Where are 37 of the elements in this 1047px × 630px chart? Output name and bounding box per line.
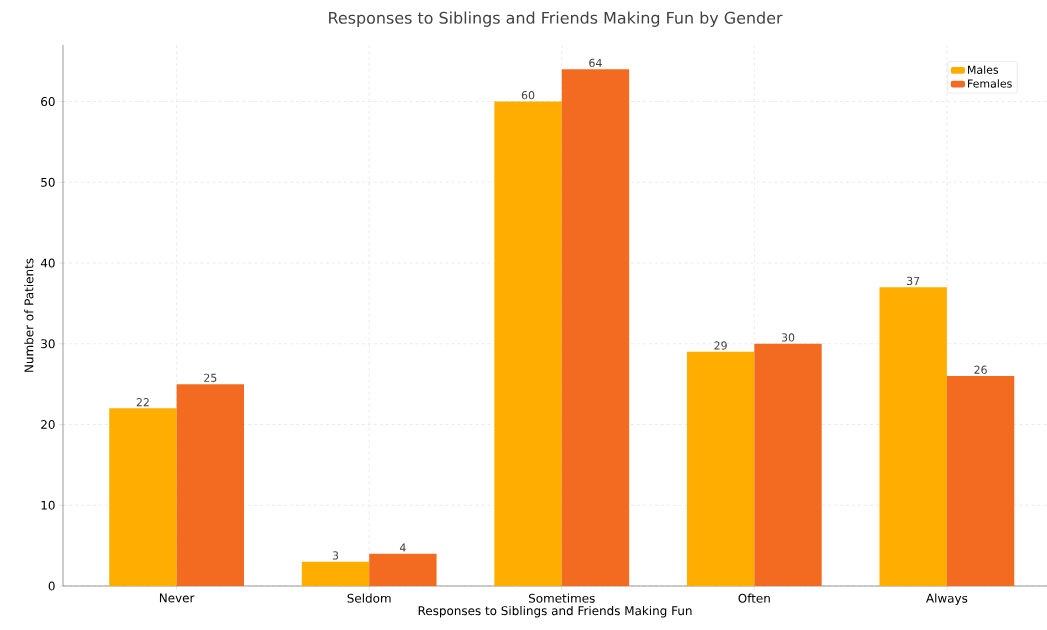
data-label: 4 <box>399 543 406 552</box>
y-tick-label: 40 <box>40 258 55 268</box>
bar <box>561 69 630 586</box>
y-axis-title: Number of Patients <box>24 258 34 372</box>
y-tick-label: 10 <box>41 500 55 510</box>
bar <box>109 408 177 586</box>
bar <box>686 351 755 586</box>
data-label: 26 <box>974 365 987 374</box>
x-tick-label: Often <box>738 593 770 603</box>
bar <box>946 376 1015 586</box>
x-axis-title: Responses to Siblings and Friends Making Fun <box>418 605 692 618</box>
data-label: 30 <box>781 333 795 342</box>
data-label: 29 <box>714 341 727 350</box>
y-tick-label: 30 <box>41 339 55 349</box>
bar <box>301 561 370 586</box>
x-tick-label: Always <box>926 593 968 606</box>
y-tick-label: 20 <box>41 419 55 430</box>
data-label: 37 <box>907 276 920 286</box>
x-tick-label: Sometimes <box>528 593 595 603</box>
bar <box>879 287 947 586</box>
y-tick-label: 0 <box>48 581 55 591</box>
data-label: 22 <box>136 398 149 407</box>
bar <box>494 101 562 586</box>
data-label: 64 <box>589 58 602 68</box>
legend-label: Females <box>968 79 1012 88</box>
x-tick-label: Never <box>159 593 195 603</box>
chart-title: Responses to Siblings and Friends Making Fun by Gender <box>329 11 783 27</box>
data-label: 3 <box>332 551 339 560</box>
bar <box>754 343 822 586</box>
x-tick-label: Seldom <box>347 593 391 603</box>
y-tick-label: 50 <box>41 177 55 187</box>
bar <box>369 553 437 586</box>
legend-label: Males <box>968 65 999 74</box>
data-label: 25 <box>204 373 217 382</box>
bar <box>176 384 244 586</box>
y-tick-label: 60 <box>41 97 55 107</box>
data-label: 60 <box>521 91 535 100</box>
